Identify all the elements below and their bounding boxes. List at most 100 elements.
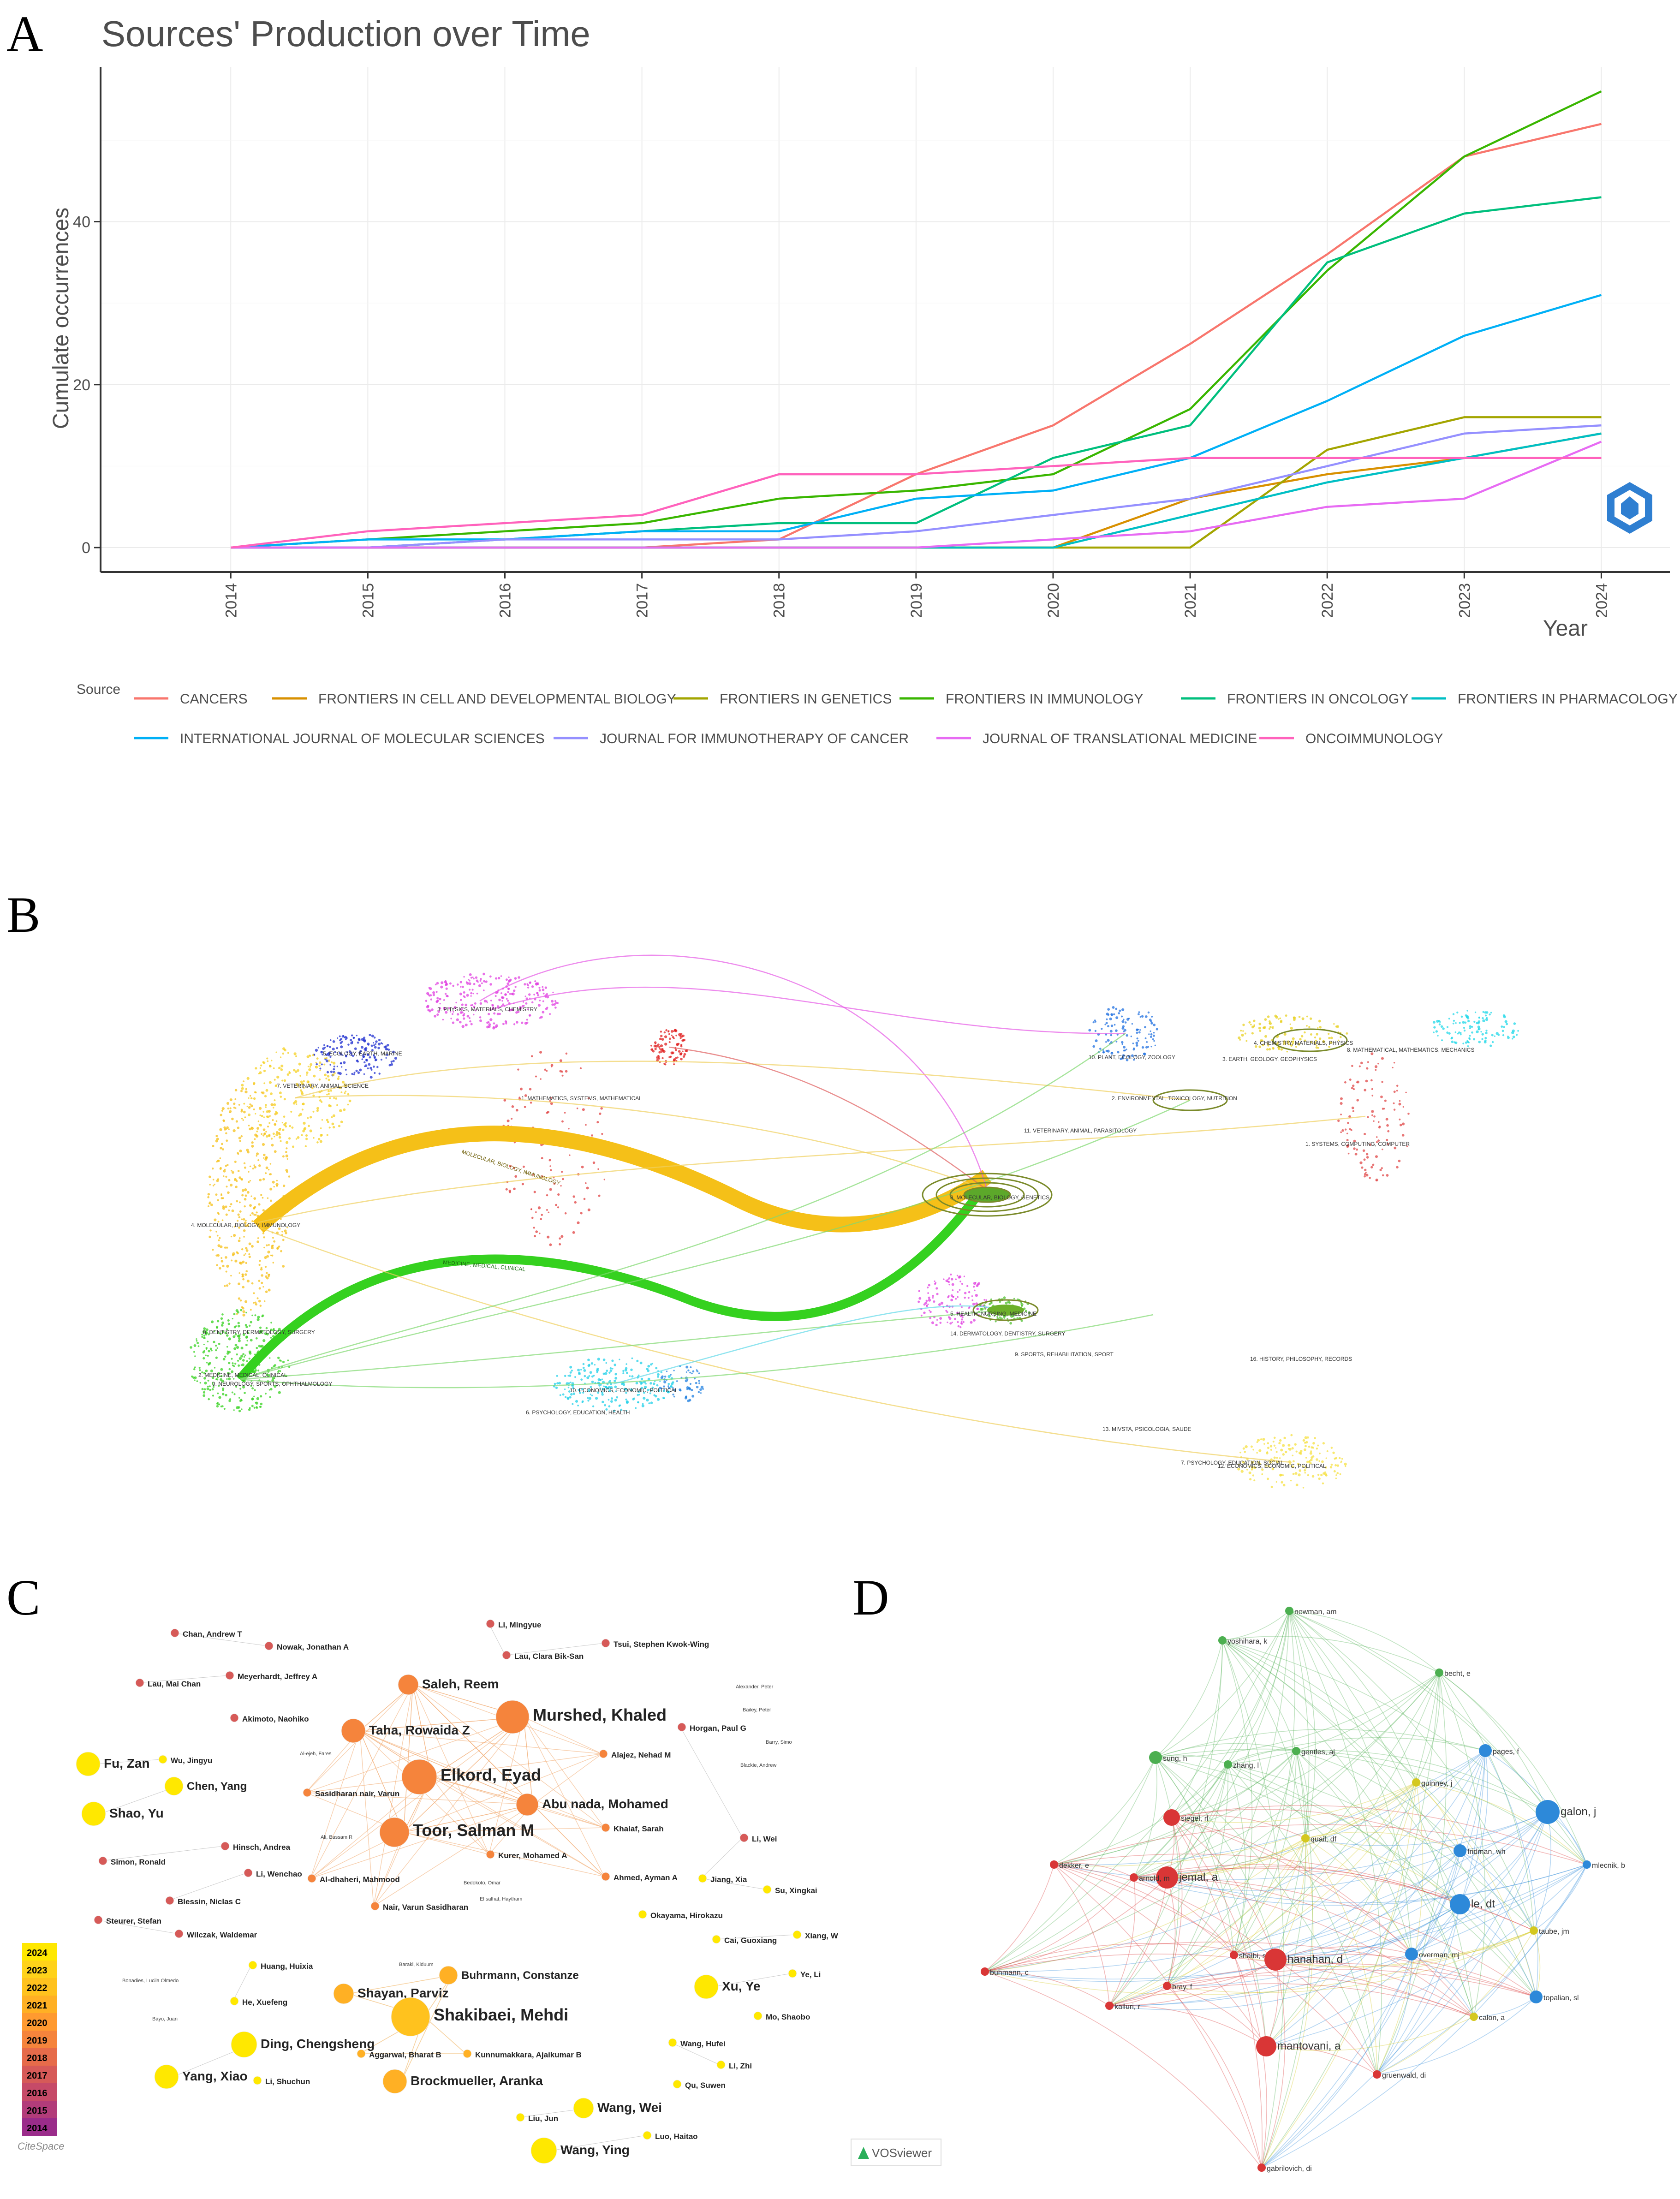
series-line [231,294,1602,549]
author-label: Xu, Ye [722,1979,761,1993]
overlay-dot [338,1076,340,1078]
overlay-dot [663,1397,665,1400]
overlay-dot [552,991,554,994]
overlay-dot [506,998,508,1000]
overlay-dot [233,1178,237,1181]
overlay-dot [274,1079,276,1081]
author-link [523,1716,605,1877]
overlay-dot [945,1310,947,1312]
overlay-dot [237,1322,240,1324]
overlay-dot [306,1080,310,1084]
overlay-dot [1111,1051,1113,1054]
overlay-dot [1269,1026,1272,1029]
overlay-dot [1382,1108,1384,1110]
overlay-dot [224,1168,226,1171]
overlay-dot [654,1394,657,1398]
cocitation-link [1171,1817,1412,1955]
x-tick-label: 2023 [1456,583,1473,618]
cocitation-link [1155,1640,1223,1758]
overlay-dot [326,1059,329,1063]
overlay-dot [309,1129,312,1132]
overlay-dot [501,1000,503,1002]
overlay-dot [935,1287,938,1290]
overlay-dot [1330,1447,1333,1449]
overlay-dot [660,1035,663,1037]
overlay-dot [237,1335,240,1338]
overlay-dot [319,1140,322,1143]
overlay-dot [242,1353,244,1356]
overlay-dot [608,1399,610,1401]
overlay-dot [1253,1019,1256,1022]
overlay-dot [432,994,435,996]
overlay-dot [256,1211,258,1214]
overlay-dot [265,1131,267,1133]
overlay-dot [254,1166,256,1169]
overlay-dot [1266,1451,1269,1453]
citation-curve [295,1095,988,1191]
author-link [431,1776,489,1855]
overlay-dot [509,978,512,981]
overlay-dot [951,1322,953,1323]
overlay-dot [1107,1049,1110,1053]
overlay-dot [208,1398,210,1400]
overlay-dot [362,1054,364,1056]
author-label: Ding, Chengsheng [261,2037,375,2051]
overlay-dot [640,1387,643,1389]
overlay-dot [1293,1018,1296,1021]
author-label: Liu, Jun [528,2114,558,2123]
overlay-dot [251,1141,254,1144]
overlay-dot [553,1182,556,1185]
overlay-dot [1287,1448,1290,1450]
overlay-dot [643,1385,647,1389]
cocitation-link [1167,1963,1537,1997]
overlay-dot [1279,1017,1281,1019]
overlay-dot [966,1285,969,1287]
overlay-dot [472,976,474,978]
overlay-dot [1252,1474,1254,1477]
cocitation-link [1266,2016,1474,2051]
overlay-dot [1324,1473,1327,1476]
overlay-dot [483,989,485,991]
overlay-dot [1266,1042,1269,1045]
overlay-dot [506,1119,510,1122]
overlay-dot [1393,1102,1395,1104]
overlay-dot [241,1218,243,1220]
overlay-dot [221,1219,224,1222]
overlay-dot [1028,1311,1031,1314]
overlay-dot [1270,1485,1273,1488]
overlay-dot [1251,1460,1254,1464]
overlay-dot [1150,1036,1152,1038]
overlay-dot [291,1126,294,1129]
overlay-dot [308,1068,311,1071]
overlay-dot [283,1098,286,1101]
overlay-dot [238,1176,241,1179]
overlay-dot [259,1406,262,1408]
overlay-dot [461,1008,463,1010]
overlay-dot [232,1252,235,1255]
series-line [231,90,1602,549]
overlay-dot [1309,1462,1312,1465]
overlay-dot [1328,1045,1331,1048]
overlay-dot [256,1337,258,1340]
overlay-dot [678,1050,681,1053]
overlay-dot [478,984,481,987]
overlay-dot [1458,1031,1460,1034]
overlay-dot [1117,1051,1120,1054]
overlay-dot [319,1069,321,1072]
overlay-dot [263,1236,265,1239]
overlay-dot [256,1240,259,1244]
overlay-dot [217,1244,220,1247]
overlay-dot [369,1067,372,1070]
overlay-dot [260,1064,262,1067]
overlay-dot [1298,1043,1301,1046]
cocitation-node [1050,1860,1058,1869]
overlay-dot [346,1051,349,1054]
overlay-dot [1253,1479,1256,1482]
overlay-dot [349,1051,353,1055]
overlay-dot [241,1087,244,1090]
overlay-dot [322,1054,323,1055]
legend-entry: JOURNAL OF TRANSLATIONAL MEDICINE [983,731,1257,746]
overlay-dot [226,1346,228,1348]
overlay-dot [958,1276,960,1279]
overlay-dot [658,1051,661,1054]
